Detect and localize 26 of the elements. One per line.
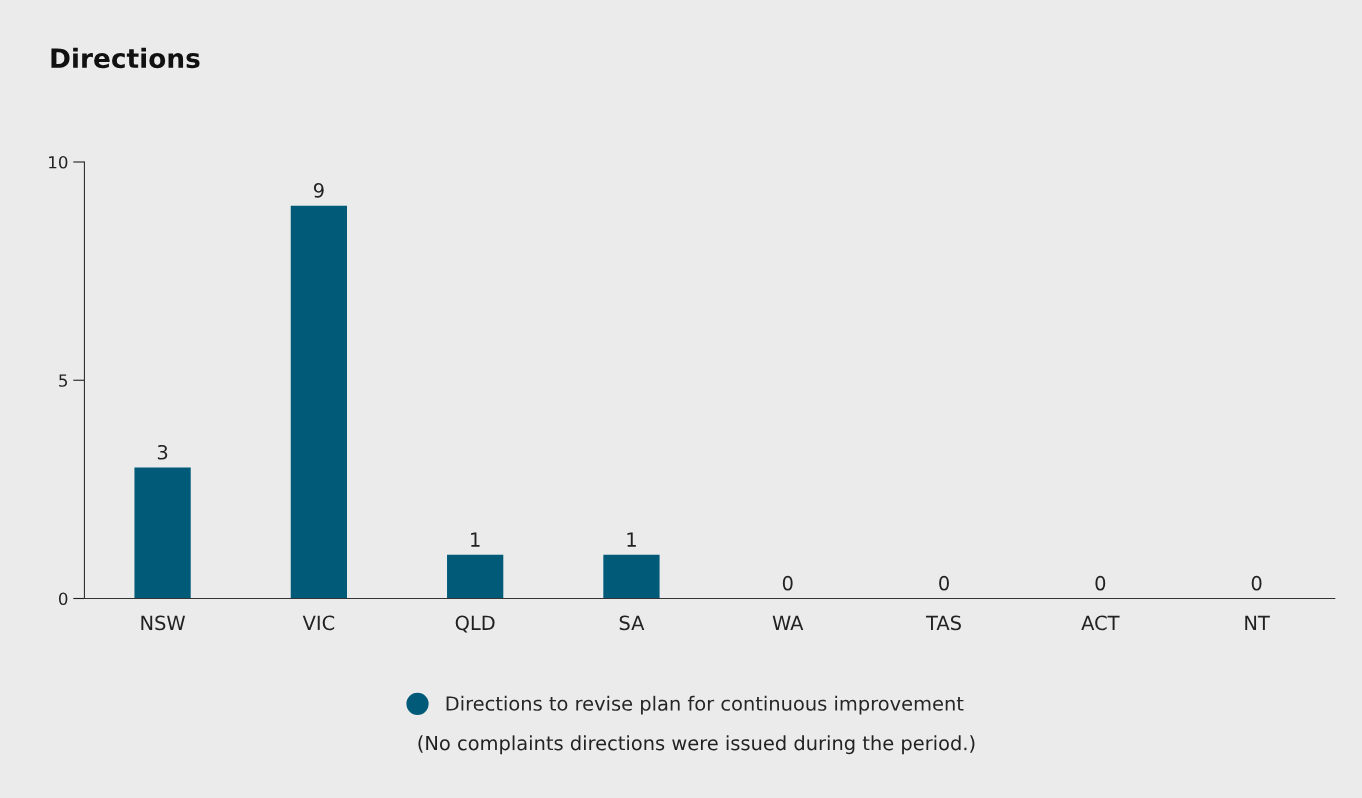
x-tick-label: VIC — [302, 615, 335, 631]
chart-title: Directions — [51, 47, 200, 69]
bar — [134, 467, 191, 599]
bar — [447, 554, 504, 599]
data-label: 0 — [939, 575, 949, 591]
bar — [603, 554, 660, 599]
data-label: 9 — [313, 183, 324, 198]
x-tick-label: NT — [1245, 615, 1270, 630]
legend-label: Directions to revise plan for continuous improvement — [446, 695, 964, 715]
data-label: 1 — [471, 532, 480, 547]
x-tick-label: SA — [619, 615, 645, 631]
text: (No complaints directions were issued during the period.) — [418, 735, 975, 755]
x-tick-label: WA — [772, 615, 804, 630]
data-label: 0 — [782, 575, 793, 591]
data-label: 1 — [627, 532, 636, 547]
y-tick-label: 10 — [49, 155, 68, 169]
x-tick-label: TAS — [925, 615, 961, 631]
x-tick-label: NSW — [141, 615, 186, 631]
data-label: 3 — [157, 444, 168, 460]
data-label: 0 — [1095, 575, 1106, 591]
x-tick-label: ACT — [1081, 615, 1120, 631]
bar — [290, 205, 348, 599]
y-tick-label: 5 — [59, 374, 68, 387]
x-tick-label: QLD — [455, 615, 495, 633]
y-tick-label: 0 — [58, 592, 68, 606]
data-label: 0 — [1251, 575, 1262, 591]
